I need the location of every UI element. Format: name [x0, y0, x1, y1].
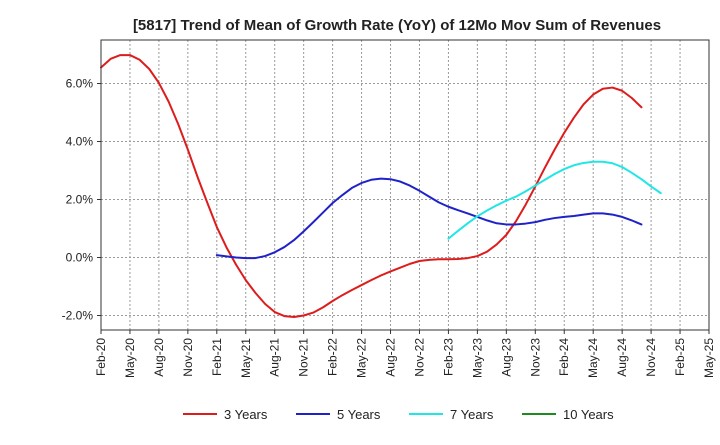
y-tick-label: 4.0% [66, 135, 94, 149]
x-axis-ticks: Feb-20 May-20 Aug-20 Nov-20 Feb-21 May-21 Aug-… [94, 330, 716, 378]
legend-label: 7 Years [450, 407, 494, 422]
x-tick-label: Nov-23 [528, 338, 542, 377]
x-tick-label: Aug-23 [499, 338, 513, 377]
y-tick-label: -2.0% [62, 309, 94, 323]
legend-label: 10 Years [563, 407, 614, 422]
x-tick-label: Aug-20 [152, 338, 166, 377]
x-tick-label: Aug-21 [268, 338, 282, 377]
x-tick-label: Aug-22 [384, 338, 398, 377]
series-line-3-years [100, 54, 643, 318]
x-tick-label: Feb-22 [326, 338, 340, 376]
x-tick-label: Nov-24 [644, 338, 658, 377]
series-line-5-years [215, 177, 643, 260]
series-line-7-years [447, 160, 662, 240]
x-tick-label: Nov-20 [181, 338, 195, 377]
x-tick-label: May-24 [586, 338, 600, 378]
x-tick-label: Feb-23 [441, 338, 455, 376]
x-tick-label: May-25 [702, 338, 716, 378]
x-tick-label: Feb-20 [94, 338, 108, 376]
x-tick-label: Feb-25 [673, 338, 687, 376]
x-tick-label: Aug-24 [615, 338, 629, 377]
series-lines [100, 54, 662, 318]
x-tick-label: Nov-22 [412, 338, 426, 377]
x-tick-label: May-23 [470, 338, 484, 378]
y-tick-label: 6.0% [66, 77, 94, 91]
y-tick-label: 0.0% [66, 251, 94, 265]
x-tick-label: May-20 [123, 338, 137, 378]
x-tick-label: Feb-24 [557, 338, 571, 376]
x-tick-label: Feb-21 [210, 338, 224, 376]
legend-label: 3 Years [224, 407, 268, 422]
x-tick-label: Nov-21 [297, 338, 311, 377]
x-tick-label: May-21 [239, 338, 253, 378]
grid [101, 40, 709, 330]
chart-title: [5817] Trend of Mean of Growth Rate (YoY… [133, 17, 661, 34]
legend-label: 5 Years [337, 407, 381, 422]
legend: 3 Years 5 Years 7 Years 10 Years [183, 407, 614, 422]
y-tick-label: 2.0% [66, 193, 94, 207]
plot-frame [100, 39, 710, 331]
y-axis-ticks: -2.0% 0.0% 2.0% 4.0% 6.0% [62, 77, 101, 323]
x-tick-label: May-22 [355, 338, 369, 378]
